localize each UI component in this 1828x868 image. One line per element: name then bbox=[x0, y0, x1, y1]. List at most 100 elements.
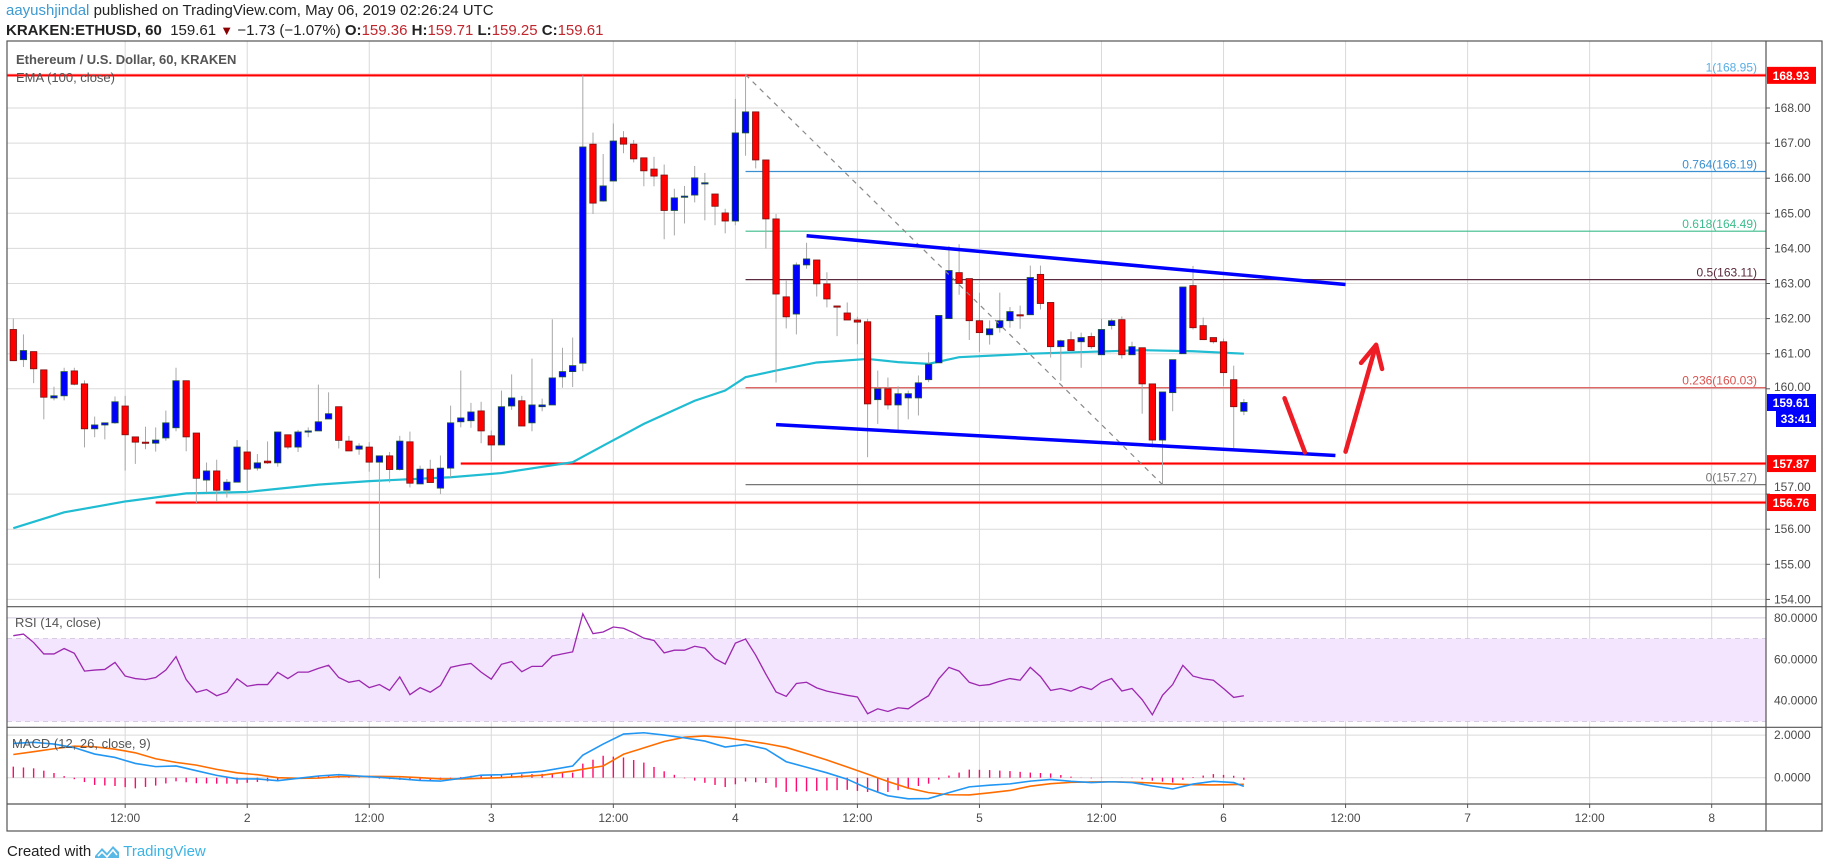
macd-legend[interactable]: MACD (12, 26, close, 9) bbox=[12, 736, 151, 751]
time-axis-label: 12:00 bbox=[1575, 811, 1605, 825]
candle-bullish bbox=[538, 404, 546, 408]
price-axis-label: 161.00 bbox=[1774, 347, 1811, 361]
candle-bullish bbox=[731, 132, 739, 222]
candle-bearish bbox=[1067, 339, 1075, 351]
channel-lower-trendline bbox=[775, 422, 1336, 458]
candle-bullish bbox=[436, 467, 445, 489]
level-price-badge-bg bbox=[1767, 66, 1816, 84]
candle-bearish bbox=[131, 436, 139, 443]
candle-bullish bbox=[874, 388, 882, 401]
candle-bearish bbox=[9, 329, 17, 362]
candle-bullish bbox=[274, 431, 282, 464]
candle-bearish bbox=[335, 406, 343, 441]
created-with-text: Created with bbox=[7, 842, 92, 860]
candle-bullish bbox=[802, 258, 811, 266]
author-link[interactable]: aayushjindal bbox=[6, 2, 90, 19]
open-value: 159.36 bbox=[361, 22, 408, 39]
open-label: O: bbox=[344, 22, 362, 39]
price-axis-label: 162.00 bbox=[1774, 312, 1811, 326]
time-axis-label: 6 bbox=[1220, 811, 1227, 825]
fib-level-label: 0.618(164.49) bbox=[1682, 217, 1757, 231]
candle-bearish bbox=[1087, 336, 1095, 348]
candle-bullish bbox=[375, 455, 384, 463]
candle-bearish bbox=[213, 470, 221, 491]
fib-level-label: 0.764(166.19) bbox=[1682, 158, 1757, 172]
candle-bearish bbox=[80, 383, 89, 430]
candle-bullish bbox=[162, 422, 170, 439]
candle-bearish bbox=[640, 157, 648, 172]
candle-bullish bbox=[447, 422, 455, 469]
candle-bullish bbox=[202, 470, 211, 481]
time-axis-label: 12:00 bbox=[1331, 811, 1361, 825]
candle-bullish bbox=[925, 363, 933, 381]
candle-bearish bbox=[365, 446, 373, 463]
candle-bullish bbox=[1179, 286, 1187, 355]
chart-frame bbox=[6, 40, 1823, 832]
close-label: C: bbox=[541, 22, 558, 39]
candle-bearish bbox=[762, 159, 770, 220]
tradingview-link[interactable]: TradingView bbox=[123, 842, 206, 860]
candle-bullish bbox=[172, 380, 180, 429]
ema-legend[interactable]: EMA (100, close) bbox=[16, 70, 115, 85]
fib-trend-dashed-line bbox=[745, 74, 1163, 486]
candle-bearish bbox=[1189, 285, 1197, 329]
price-axis-label: 166.00 bbox=[1774, 171, 1811, 185]
rsi-legend[interactable]: RSI (14, close) bbox=[15, 615, 101, 630]
candle-bullish bbox=[691, 177, 699, 196]
candle-bearish bbox=[843, 312, 851, 321]
candle-bullish bbox=[416, 468, 424, 485]
rsi-line bbox=[13, 611, 1244, 717]
candle-bearish bbox=[426, 468, 434, 483]
candle-bullish bbox=[528, 404, 536, 424]
candle-bearish bbox=[141, 441, 150, 444]
low-value: 159.25 bbox=[491, 22, 538, 39]
candle-bearish bbox=[782, 296, 790, 318]
axes-layer: 12:00 2 12:00 3 12:00 4 12:00 5 12:00 6 12:00 7 12:0… bbox=[110, 66, 1818, 825]
candle-bullish bbox=[101, 422, 109, 426]
candle-bullish bbox=[680, 195, 689, 198]
candle-bearish bbox=[1016, 314, 1024, 317]
candle-bullish bbox=[914, 382, 923, 399]
candle-bullish bbox=[324, 413, 333, 420]
time-axis-label: 12:00 bbox=[1086, 811, 1116, 825]
price-axis-label: 165.00 bbox=[1774, 206, 1811, 220]
candle-bullish bbox=[396, 440, 404, 470]
candle-bearish bbox=[1230, 379, 1238, 408]
candle-bullish bbox=[19, 350, 28, 361]
high-label: H: bbox=[411, 22, 428, 39]
candle-bullish bbox=[1158, 391, 1167, 441]
candle-bearish bbox=[182, 380, 190, 438]
level-price-badge-bg bbox=[1767, 455, 1816, 473]
chart-border bbox=[6, 40, 1823, 832]
candle-bearish bbox=[121, 405, 129, 436]
time-axis-label: 12:00 bbox=[842, 811, 872, 825]
candle-bullish bbox=[304, 430, 312, 433]
symbol-quote-line: KRAKEN:ETHUSD, 60 159.61 ▼ −1.73 (−1.07%… bbox=[6, 22, 603, 39]
candle-bullish bbox=[497, 406, 506, 446]
candle-bearish bbox=[487, 435, 495, 446]
candle-bearish bbox=[1199, 325, 1207, 341]
price-axis-label: 160.00 bbox=[1774, 380, 1811, 394]
last-price-badge-bg bbox=[1767, 393, 1816, 411]
time-axis-label: 8 bbox=[1708, 811, 1715, 825]
candle-bullish bbox=[91, 424, 99, 430]
candle-bullish bbox=[996, 320, 1004, 329]
level-price-badge: 168.93 bbox=[1773, 69, 1810, 83]
symbol-label: KRAKEN:ETHUSD, 60 bbox=[6, 22, 162, 39]
time-axis-label: 2 bbox=[244, 811, 251, 825]
candle-bearish bbox=[284, 434, 292, 448]
publish-text: published on TradingView.com, May 06, 20… bbox=[93, 2, 494, 19]
candle-bullish bbox=[609, 140, 617, 182]
candle-bearish bbox=[823, 283, 831, 300]
candle-bearish bbox=[772, 218, 780, 295]
fib-level-label: 1(168.95) bbox=[1706, 61, 1757, 75]
fib-level-label: 0(157.27) bbox=[1706, 471, 1757, 485]
candle-bearish bbox=[1036, 273, 1045, 304]
candle-bullish bbox=[904, 393, 912, 399]
time-axis-label: 12:00 bbox=[598, 811, 628, 825]
candle-bearish bbox=[406, 441, 414, 484]
candle-bearish bbox=[650, 168, 658, 177]
macd-axis-label: 0.0000 bbox=[1774, 771, 1811, 785]
down-triangle-icon: ▼ bbox=[220, 23, 234, 38]
